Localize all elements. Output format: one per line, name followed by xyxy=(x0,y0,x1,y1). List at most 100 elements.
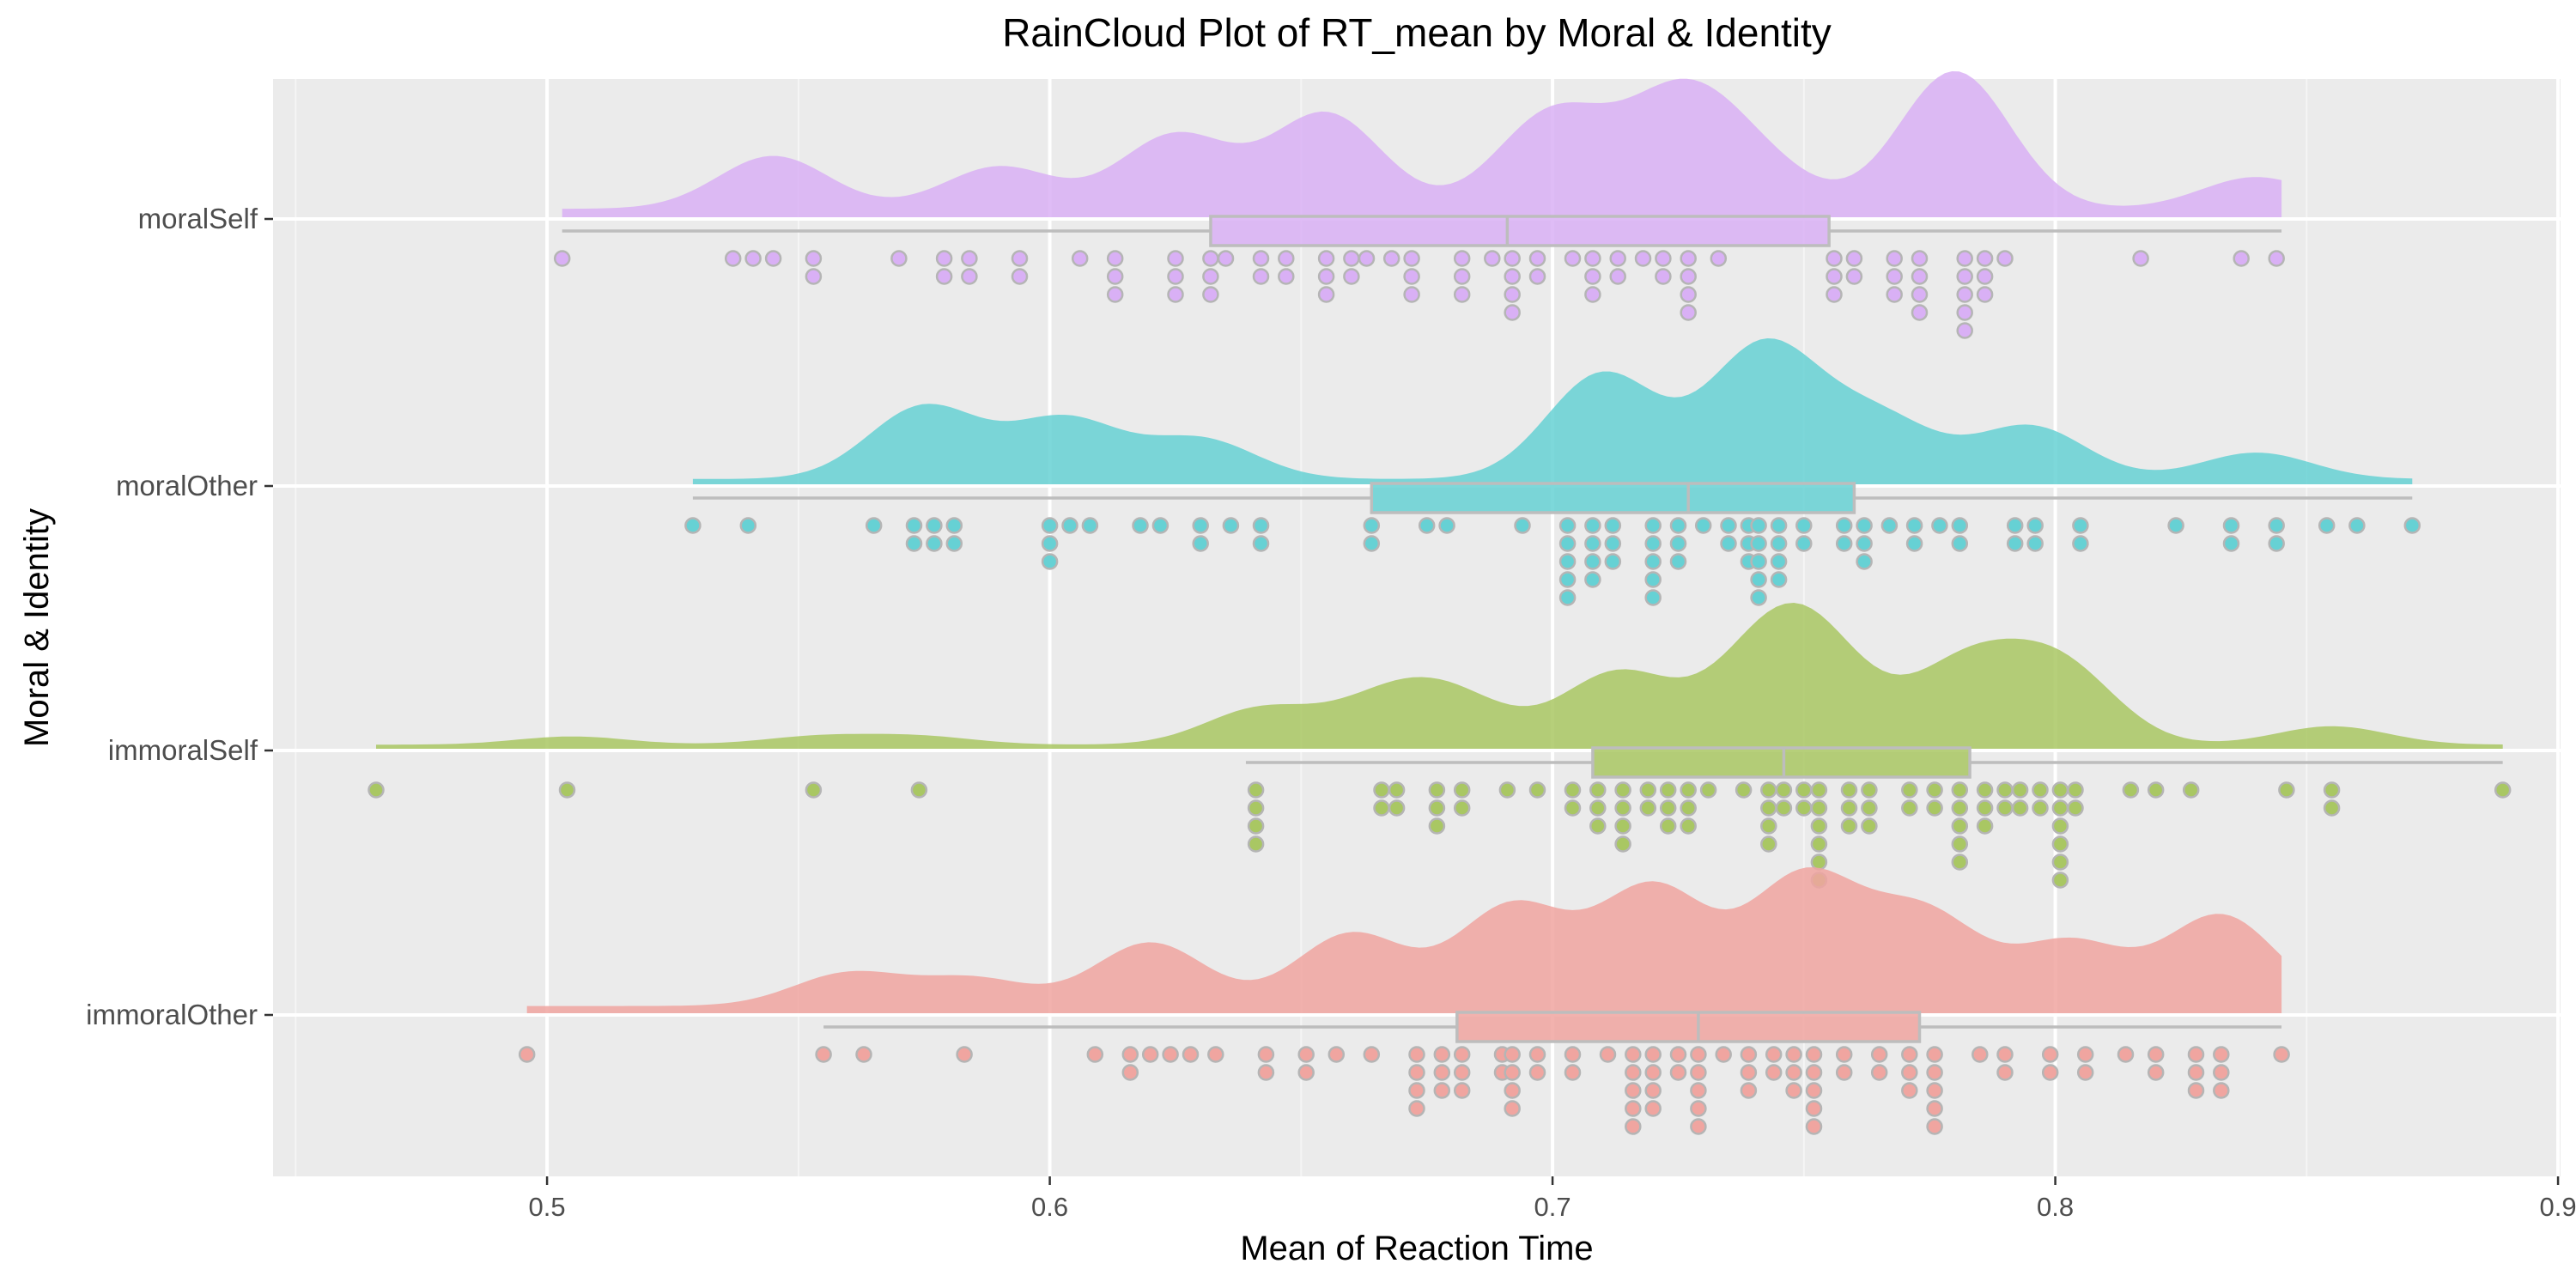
data-point xyxy=(1528,1064,1546,1081)
data-point xyxy=(1976,250,1994,267)
data-point xyxy=(2041,1064,2059,1081)
data-point xyxy=(368,781,385,799)
data-point xyxy=(1760,817,1777,835)
data-point xyxy=(2051,872,2069,889)
data-point xyxy=(1901,781,1918,799)
data-point xyxy=(1498,781,1516,799)
data-point xyxy=(1558,517,1577,534)
data-point xyxy=(1926,799,1943,817)
data-point xyxy=(1835,1046,1853,1063)
data-point xyxy=(518,1046,536,1063)
data-point xyxy=(1710,250,1728,267)
data-point xyxy=(1192,535,1209,552)
data-point xyxy=(1363,535,1381,552)
data-point xyxy=(1976,781,1994,799)
axis-layer: 0.5 0.6 0.7 0.8 0.9 moralSelf moralOther immora… xyxy=(86,203,2576,1222)
data-point xyxy=(1911,304,1929,321)
y-tick-label: immoralOther xyxy=(86,999,258,1030)
data-point xyxy=(1956,250,1973,267)
data-point xyxy=(961,268,978,285)
data-point xyxy=(1720,517,1737,534)
data-point xyxy=(1669,553,1687,570)
data-point xyxy=(1926,1100,1943,1117)
data-point xyxy=(1252,268,1270,285)
data-point xyxy=(1795,799,1813,817)
data-point xyxy=(1931,517,1948,534)
data-point xyxy=(1564,1046,1582,1063)
data-point xyxy=(1694,517,1712,534)
data-point xyxy=(1504,1064,1521,1081)
data-point xyxy=(1589,781,1607,799)
data-point xyxy=(2067,781,2084,799)
data-point xyxy=(744,250,762,267)
data-point xyxy=(1011,268,1029,285)
data-point xyxy=(2011,799,2029,817)
data-point xyxy=(1278,268,1295,285)
density-cloud xyxy=(376,603,2503,749)
data-point xyxy=(739,517,757,534)
data-point xyxy=(1805,1064,1823,1081)
data-point xyxy=(2076,1046,2094,1063)
data-point xyxy=(1750,571,1767,588)
data-point xyxy=(2494,781,2512,799)
data-point xyxy=(1996,1046,2014,1063)
data-point xyxy=(1840,799,1858,817)
data-point xyxy=(1584,517,1601,534)
data-point xyxy=(1373,799,1390,817)
data-point xyxy=(2403,517,2421,534)
data-point xyxy=(1252,535,1270,552)
data-point xyxy=(1911,250,1929,267)
data-point xyxy=(1584,250,1601,267)
data-point xyxy=(2051,817,2069,835)
data-point xyxy=(1971,1046,1989,1063)
data-point xyxy=(1996,781,2014,799)
density-cloud xyxy=(562,71,2282,217)
data-point xyxy=(1317,268,1335,285)
data-point xyxy=(2167,517,2184,534)
y-axis-title: Moral & Identity xyxy=(18,508,56,747)
data-point xyxy=(1750,589,1767,606)
data-point xyxy=(2147,1064,2165,1081)
data-point xyxy=(1951,835,1969,853)
data-point xyxy=(1589,799,1607,817)
data-point xyxy=(2273,1046,2290,1063)
data-point xyxy=(905,535,923,552)
data-point xyxy=(1740,1046,1758,1063)
data-point xyxy=(1845,268,1863,285)
data-point xyxy=(1041,517,1059,534)
data-point xyxy=(1775,781,1793,799)
data-point xyxy=(1599,1046,1617,1063)
data-point xyxy=(1604,553,1622,570)
data-point xyxy=(1408,1082,1425,1099)
data-point xyxy=(1644,589,1662,606)
data-point xyxy=(2051,835,2069,853)
data-point xyxy=(1061,517,1078,534)
data-point xyxy=(1584,535,1601,552)
data-point xyxy=(1750,517,1767,534)
data-point xyxy=(945,535,963,552)
data-point xyxy=(1785,1064,1802,1081)
data-point xyxy=(2268,517,2285,534)
data-point xyxy=(2117,1046,2135,1063)
data-point xyxy=(1659,799,1677,817)
data-point xyxy=(1740,1064,1758,1081)
data-point xyxy=(1504,286,1521,303)
data-point xyxy=(1167,268,1184,285)
data-point xyxy=(1901,799,1918,817)
data-point xyxy=(1317,286,1335,303)
data-point xyxy=(2348,517,2366,534)
data-point xyxy=(1528,250,1546,267)
data-point xyxy=(1886,268,1903,285)
data-point xyxy=(1343,250,1360,267)
data-point xyxy=(1121,1046,1139,1063)
data-point xyxy=(1770,553,1788,570)
data-point xyxy=(1041,535,1059,552)
data-point xyxy=(865,517,883,534)
data-point xyxy=(1202,250,1219,267)
data-point xyxy=(1655,250,1672,267)
data-point xyxy=(2318,517,2336,534)
data-point xyxy=(1926,1118,1943,1135)
data-point xyxy=(1690,1100,1707,1117)
data-point xyxy=(1639,799,1657,817)
